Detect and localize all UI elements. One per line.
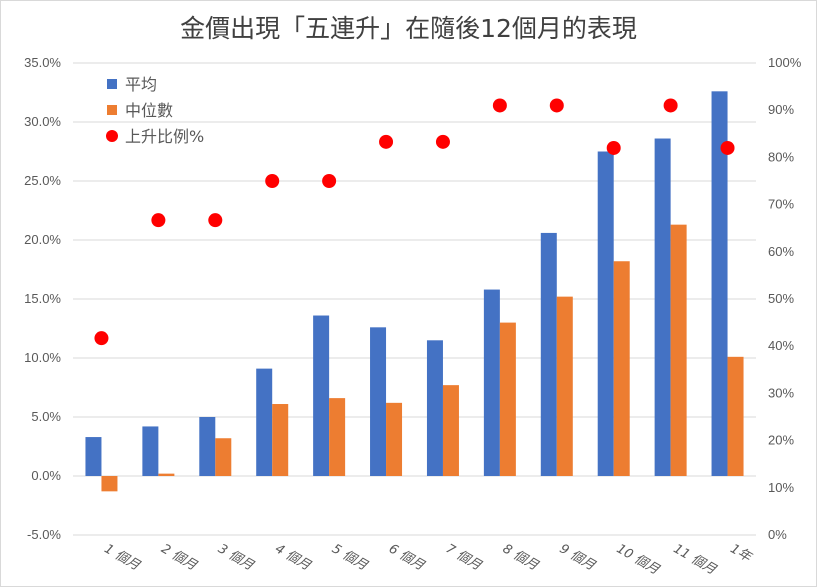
bar-median (442, 385, 459, 476)
left-axis-tick-label: 30.0% (24, 114, 61, 129)
right-axis-tick-label: 0% (768, 527, 787, 542)
left-axis-tick-label: 20.0% (24, 232, 61, 247)
legend-marker (106, 130, 118, 142)
legend-label: 平均 (125, 75, 157, 94)
bar-mean (654, 138, 671, 476)
x-axis-tick-label: 3 個月 (215, 541, 257, 574)
bar-mean (426, 340, 443, 476)
x-axis-tick-label: 2 個月 (158, 541, 200, 574)
left-axis-tick-label: -5.0% (27, 527, 61, 542)
x-axis-tick-label: 7 個月 (443, 541, 485, 574)
bar-mean (85, 437, 102, 476)
left-axis-tick-label: 35.0% (24, 55, 61, 70)
left-axis-tick-label: 10.0% (24, 350, 61, 365)
right-axis-tick-label: 40% (768, 338, 794, 353)
bar-mean (540, 232, 557, 476)
bar-mean (313, 315, 330, 476)
bar-mean (199, 417, 216, 476)
rise-ratio-point (492, 98, 507, 113)
bar-median (499, 322, 516, 476)
bar-median (215, 438, 232, 476)
x-axis-tick-label: 8 個月 (500, 541, 542, 574)
bar-mean (597, 151, 614, 476)
bar-mean (142, 426, 159, 476)
x-axis-tick-label: 4 個月 (272, 541, 314, 574)
rise-ratio-point (435, 134, 450, 149)
x-axis-tick-label: 1年 (728, 541, 756, 566)
rise-ratio-point (379, 134, 394, 149)
bar-median (556, 296, 573, 476)
rise-ratio-point (720, 140, 735, 155)
bar-median (329, 398, 346, 476)
legend-swatch (107, 105, 117, 115)
rise-ratio-point (208, 213, 223, 228)
left-axis-tick-label: 0.0% (31, 468, 61, 483)
bar-median (272, 404, 289, 476)
bar-mean (370, 327, 387, 476)
legend-swatch (107, 79, 117, 89)
x-axis-tick-label: 10 個月 (614, 541, 663, 578)
x-axis-tick-label: 9 個月 (557, 541, 599, 574)
bar-median (670, 224, 687, 476)
x-axis-tick-label: 5 個月 (329, 541, 371, 574)
left-axis-tick-label: 15.0% (24, 291, 61, 306)
rise-ratio-point (265, 174, 280, 188)
right-axis-tick-label: 60% (768, 244, 794, 259)
rise-ratio-point (606, 140, 621, 155)
rise-ratio-point (663, 98, 678, 113)
bar-mean (483, 289, 500, 476)
right-axis-tick-label: 30% (768, 385, 794, 400)
rise-ratio-point (549, 98, 564, 113)
right-axis-tick-label: 10% (768, 480, 794, 495)
left-axis-tick-label: 25.0% (24, 173, 61, 188)
right-axis-tick-label: 90% (768, 102, 794, 117)
bar-median (727, 356, 744, 476)
rise-ratio-point (94, 331, 109, 346)
legend-label: 上升比例% (125, 127, 204, 146)
rise-ratio-point (151, 213, 166, 228)
right-axis-tick-label: 50% (768, 291, 794, 306)
right-axis-tick-label: 100% (768, 55, 802, 70)
right-axis-tick-label: 80% (768, 149, 794, 164)
rise-ratio-point (322, 174, 337, 188)
x-axis-tick-label: 6 個月 (386, 541, 428, 574)
left-axis-tick-label: 5.0% (31, 409, 61, 424)
right-axis-tick-label: 70% (768, 197, 794, 212)
x-axis-tick-label: 11 個月 (671, 541, 720, 578)
bar-median (158, 473, 175, 476)
legend-label: 中位數 (125, 101, 173, 120)
chart-title: 金價出現「五連升」在隨後12個月的表現 (180, 14, 637, 43)
bar-mean (256, 368, 273, 476)
bar-median (101, 476, 118, 492)
bar-median (386, 402, 403, 476)
bar-median (613, 261, 630, 476)
right-axis-tick-label: 20% (768, 433, 794, 448)
bar-mean (711, 91, 728, 476)
x-axis-tick-label: 1 個月 (101, 541, 143, 574)
